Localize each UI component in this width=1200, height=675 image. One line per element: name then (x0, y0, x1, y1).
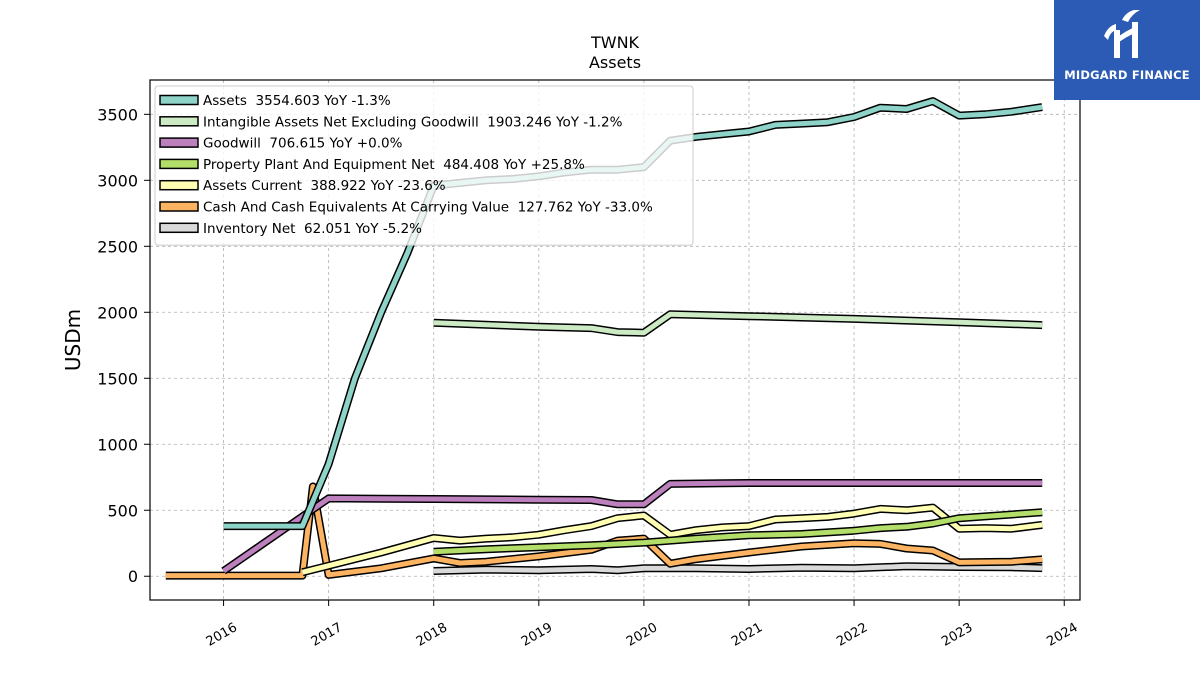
legend-swatch (159, 158, 199, 170)
x-tick-label: 2020 (624, 620, 660, 650)
legend-swatch (159, 116, 199, 127)
series-line (433, 563, 1043, 574)
x-tick-label: 2016 (204, 620, 240, 650)
legend-label: Intangible Assets Net Excluding Goodwill… (203, 114, 623, 130)
y-tick-label: 1500 (97, 369, 138, 388)
legend-label: Property Plant And Equipment Net 484.408… (203, 157, 585, 173)
x-tick-label: 2023 (939, 620, 975, 650)
x-tick-label: 2019 (519, 620, 555, 650)
x-tick-label: 2017 (309, 620, 345, 650)
axes: 0 500 1000 1500 2000 2500 3000 3500 2016 2017 2018… (97, 105, 1080, 649)
x-tick-label: 2021 (729, 620, 765, 650)
legend-label: Cash And Cash Equivalents At Carrying Va… (203, 200, 653, 216)
x-tick-label: 2018 (414, 620, 450, 650)
y-axis-label: USDm (61, 309, 85, 371)
chart-title: TWNK (590, 33, 640, 52)
y-tick-label: 3500 (97, 105, 138, 124)
legend-label: Goodwill 706.615 YoY +0.0% (203, 136, 403, 152)
y-tick-label: 500 (107, 501, 138, 520)
series-line (222, 480, 1043, 574)
series-lines (165, 97, 1043, 580)
legend: Assets 3554.603 YoY -1.3% Intangible Asse… (154, 85, 694, 246)
plot-frame (149, 79, 1081, 601)
legend-swatch (159, 137, 199, 148)
chart-subtitle: Assets (589, 53, 641, 72)
legend-label: Inventory Net 62.051 YoY -5.2% (203, 221, 422, 237)
series-line (301, 505, 1043, 575)
y-tick-label: 0 (128, 567, 138, 586)
x-tick-label: 2024 (1044, 620, 1080, 650)
legend-swatch (159, 222, 199, 234)
legend-label: Assets 3554.603 YoY -1.3% (203, 93, 391, 109)
series-line (433, 311, 1043, 336)
legend-label: Assets Current 388.922 YoY -23.6% (203, 178, 446, 194)
y-tick-label: 2000 (97, 303, 138, 322)
y-tick-label: 1000 (97, 435, 138, 454)
x-tick-label: 2022 (834, 620, 870, 650)
series-line (433, 509, 1043, 555)
legend-box (154, 85, 694, 246)
y-tick-label: 2500 (97, 237, 138, 256)
legend-swatch (159, 179, 199, 191)
logo-text: MIDGARD FINANCE (1064, 68, 1190, 82)
logo-mark-icon (1104, 10, 1140, 58)
midgard-finance-logo: MIDGARD FINANCE (1054, 0, 1200, 100)
y-tick-label: 3000 (97, 171, 138, 190)
legend-swatch (159, 201, 199, 212)
legend-swatch (159, 94, 199, 106)
